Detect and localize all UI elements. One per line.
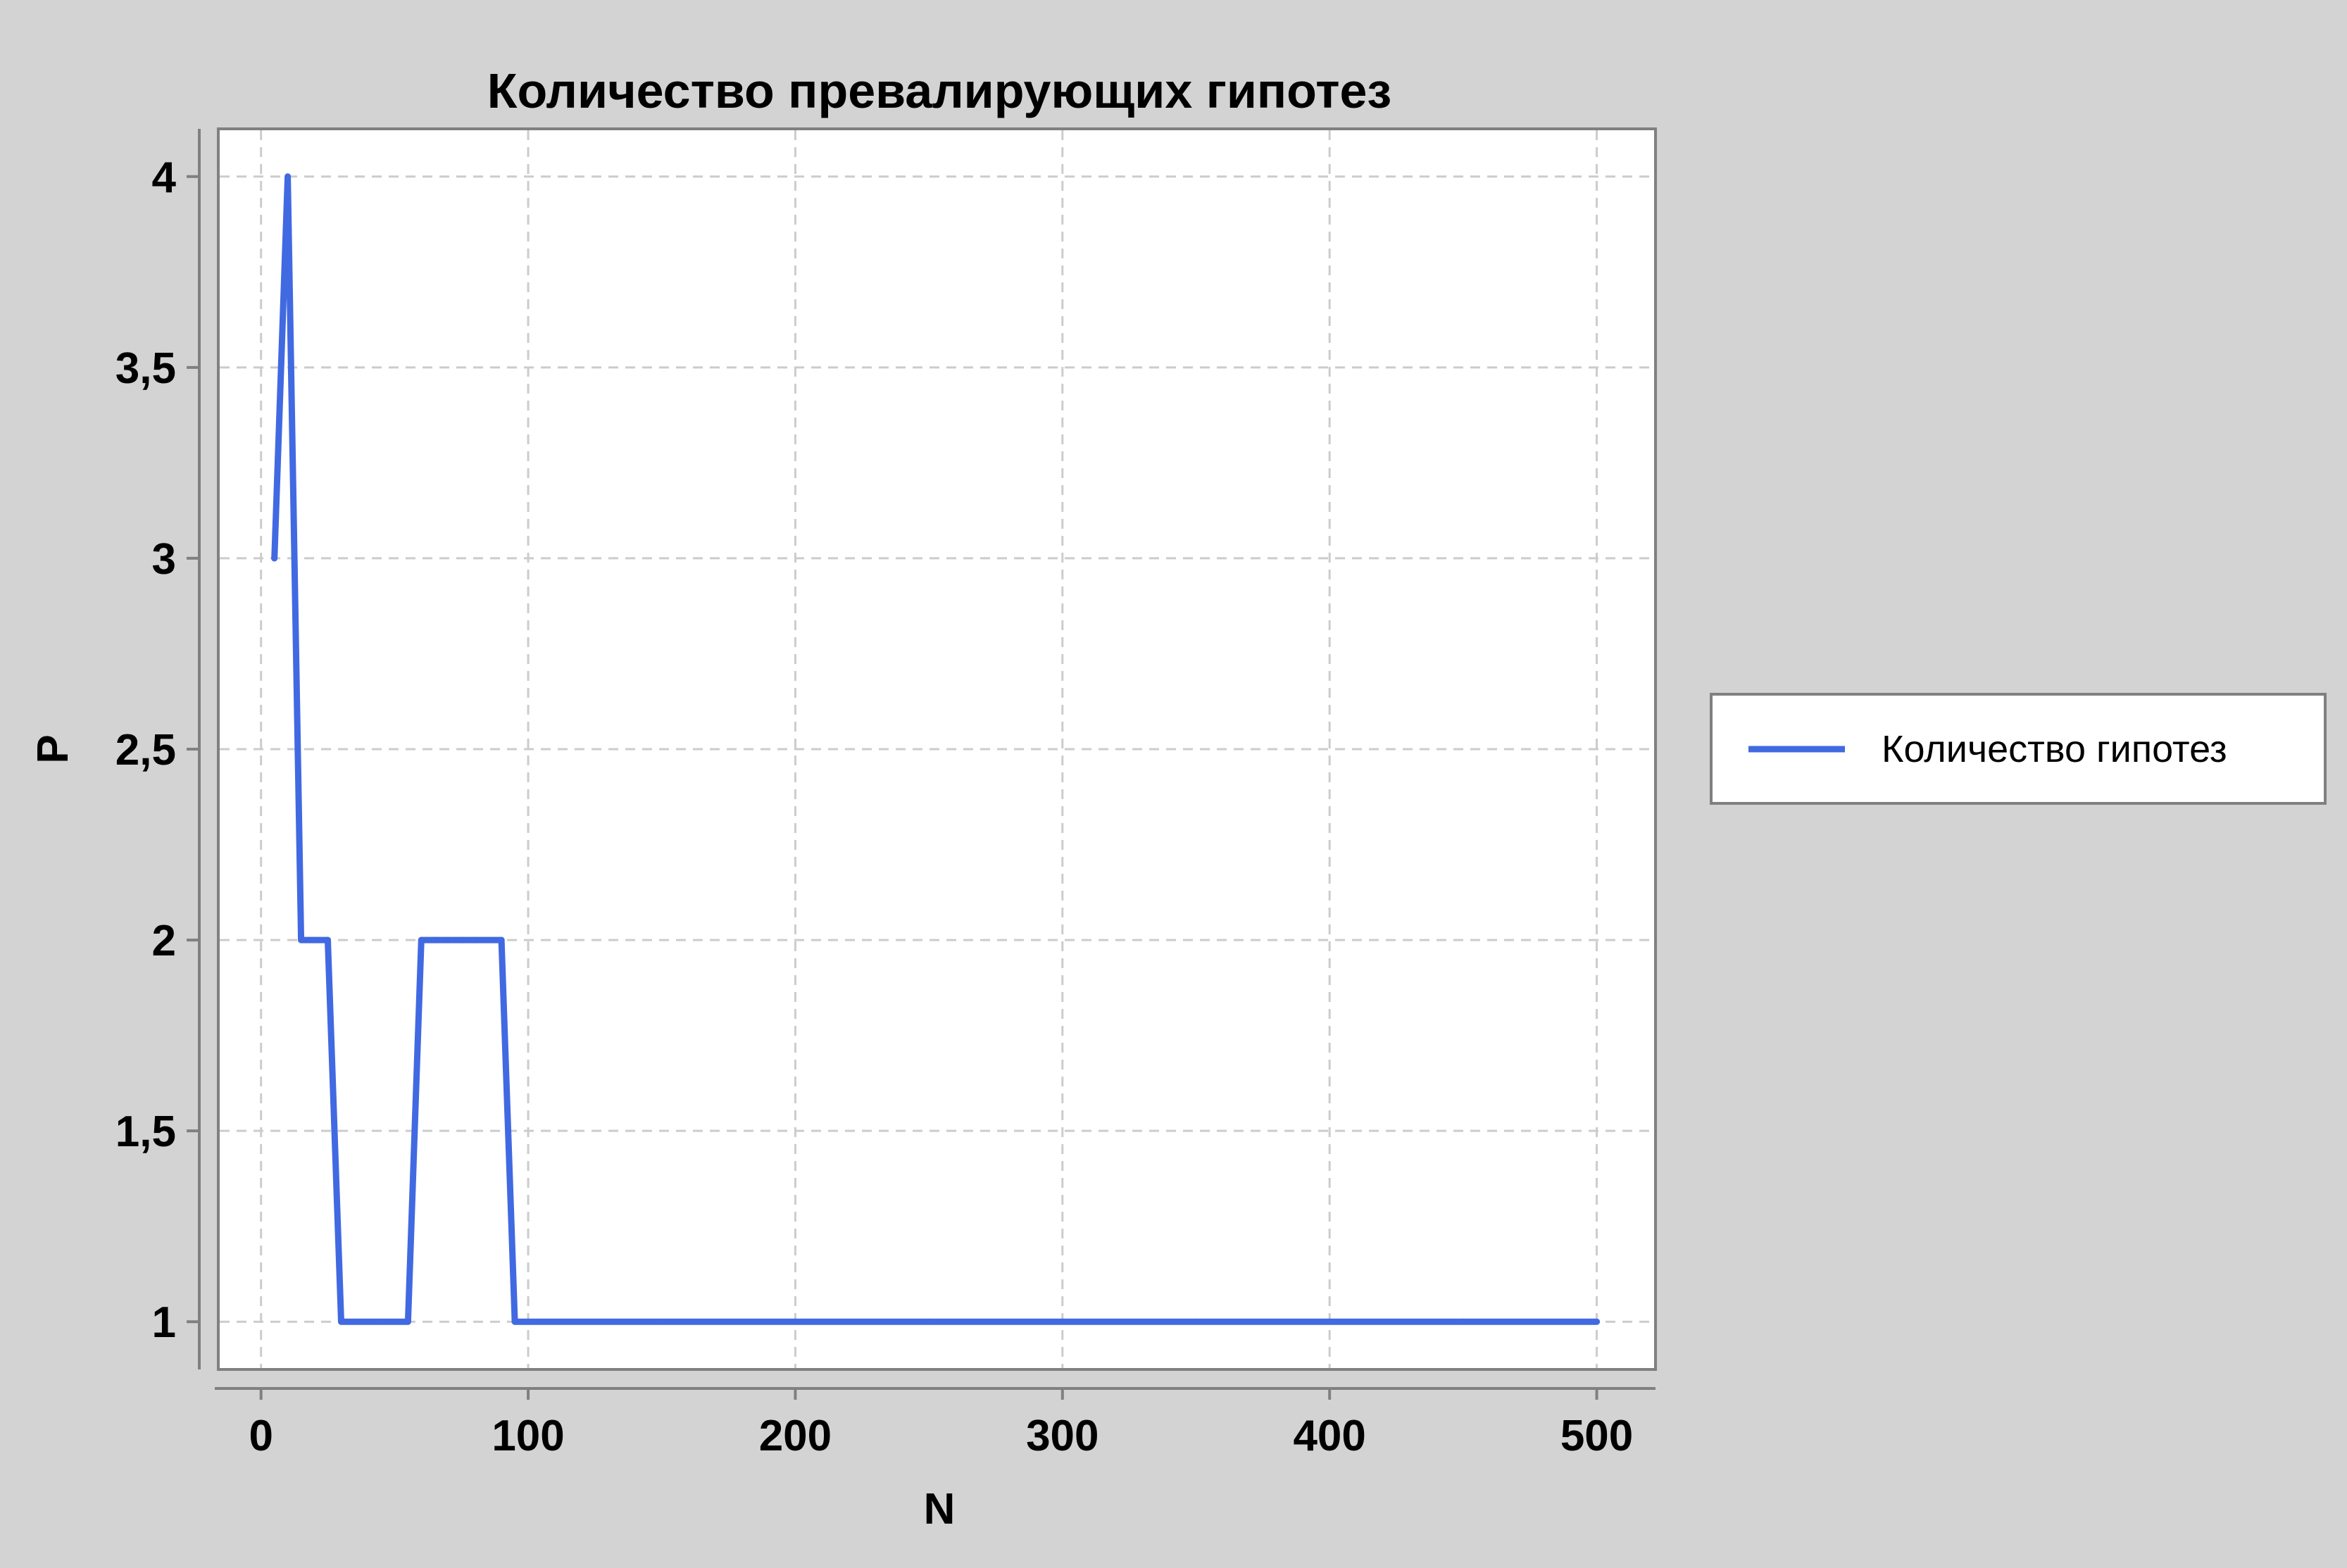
x-tick-label: 500 bbox=[1560, 1412, 1633, 1460]
legend: Количество гипотез bbox=[1710, 693, 2327, 805]
data-point bbox=[338, 1318, 345, 1325]
legend-label: Количество гипотез bbox=[1882, 728, 2227, 770]
data-point bbox=[391, 1318, 398, 1325]
data-point bbox=[418, 936, 425, 943]
data-point bbox=[431, 936, 438, 943]
y-tick-label: 1,5 bbox=[115, 1108, 176, 1156]
data-point bbox=[284, 173, 292, 180]
x-tick-label: 0 bbox=[249, 1412, 273, 1460]
y-tick-label: 4 bbox=[152, 153, 177, 202]
y-tick-label: 1 bbox=[152, 1298, 176, 1347]
x-tick-label: 400 bbox=[1293, 1412, 1365, 1460]
data-point bbox=[1460, 1318, 1467, 1325]
data-point bbox=[364, 1318, 371, 1325]
data-point bbox=[484, 936, 492, 943]
data-point bbox=[1192, 1318, 1199, 1325]
data-point bbox=[525, 1318, 532, 1325]
x-tick-label: 200 bbox=[759, 1412, 832, 1460]
series-line bbox=[271, 173, 1600, 1325]
data-point bbox=[511, 1318, 518, 1325]
data-point bbox=[311, 936, 318, 943]
data-point bbox=[351, 1318, 358, 1325]
data-point bbox=[298, 936, 305, 943]
data-point bbox=[377, 1318, 384, 1325]
chart-title: Количество превалирующих гипотез bbox=[487, 63, 1391, 118]
y-axis-label: P bbox=[29, 734, 77, 763]
data-point bbox=[1594, 1318, 1601, 1325]
data-point bbox=[404, 1318, 411, 1325]
y-tick-label: 3 bbox=[152, 535, 176, 584]
data-point bbox=[925, 1318, 932, 1325]
data-point bbox=[325, 936, 332, 943]
series-layer bbox=[271, 173, 1601, 1325]
y-tick-label: 3,5 bbox=[115, 344, 176, 393]
x-axis-label: N bbox=[924, 1485, 956, 1533]
y-tick-label: 2 bbox=[152, 917, 176, 965]
data-point bbox=[658, 1318, 665, 1325]
data-point bbox=[444, 936, 451, 943]
data-point bbox=[271, 555, 278, 562]
data-point bbox=[791, 1318, 799, 1325]
data-point bbox=[498, 936, 505, 943]
x-tick-label: 300 bbox=[1026, 1412, 1099, 1460]
axis-ticks: 0 100 200 300 400 500 1 1,5 2 2,5 3 3,5 4 bbox=[115, 153, 1633, 1460]
data-point bbox=[1326, 1318, 1333, 1325]
y-tick-label: 2,5 bbox=[115, 726, 176, 774]
data-point bbox=[1059, 1318, 1066, 1325]
data-point bbox=[458, 936, 465, 943]
x-tick-label: 100 bbox=[492, 1412, 564, 1460]
data-point bbox=[471, 936, 478, 943]
